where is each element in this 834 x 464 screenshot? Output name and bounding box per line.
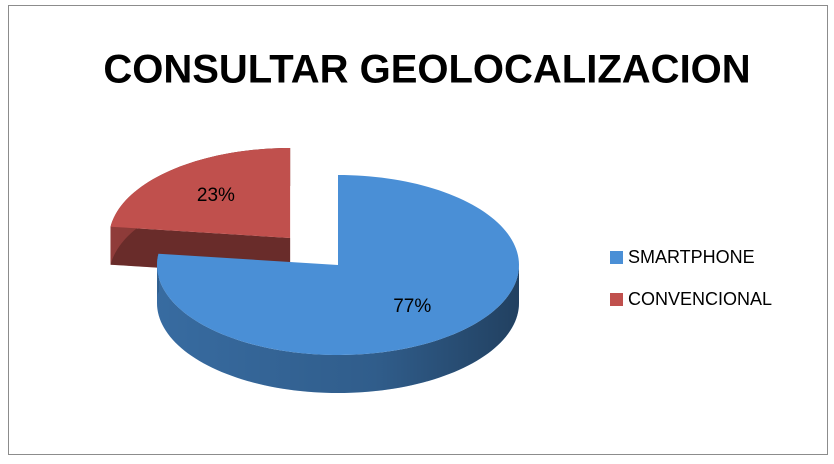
- data-label: 77%: [393, 296, 431, 317]
- slice-top: [157, 175, 519, 355]
- legend-label: SMARTPHONE: [628, 247, 755, 267]
- legend-label: CONVENCIONAL: [628, 289, 772, 309]
- legend-swatch: [610, 293, 623, 306]
- slice: 77%: [157, 175, 519, 393]
- legend-swatch: [610, 251, 623, 264]
- data-label: 23%: [197, 185, 235, 206]
- pie: 23% 77%: [110, 148, 519, 393]
- legend: SMARTPHONE CONVENCIONAL: [610, 247, 772, 309]
- slice-side-shade: [157, 265, 519, 393]
- chart-title: CONSULTAR GEOLOCALIZACION: [103, 48, 750, 92]
- slice-top: [110, 148, 291, 238]
- slice: 23%: [110, 148, 291, 276]
